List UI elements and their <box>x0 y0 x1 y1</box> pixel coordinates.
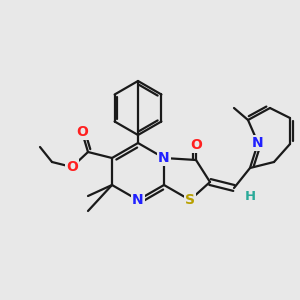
Text: N: N <box>158 151 170 165</box>
Text: O: O <box>190 138 202 152</box>
Text: S: S <box>185 193 195 207</box>
Text: N: N <box>252 136 264 150</box>
Text: O: O <box>66 160 78 174</box>
Text: N: N <box>132 193 144 207</box>
Text: O: O <box>76 125 88 139</box>
Text: H: H <box>244 190 256 202</box>
